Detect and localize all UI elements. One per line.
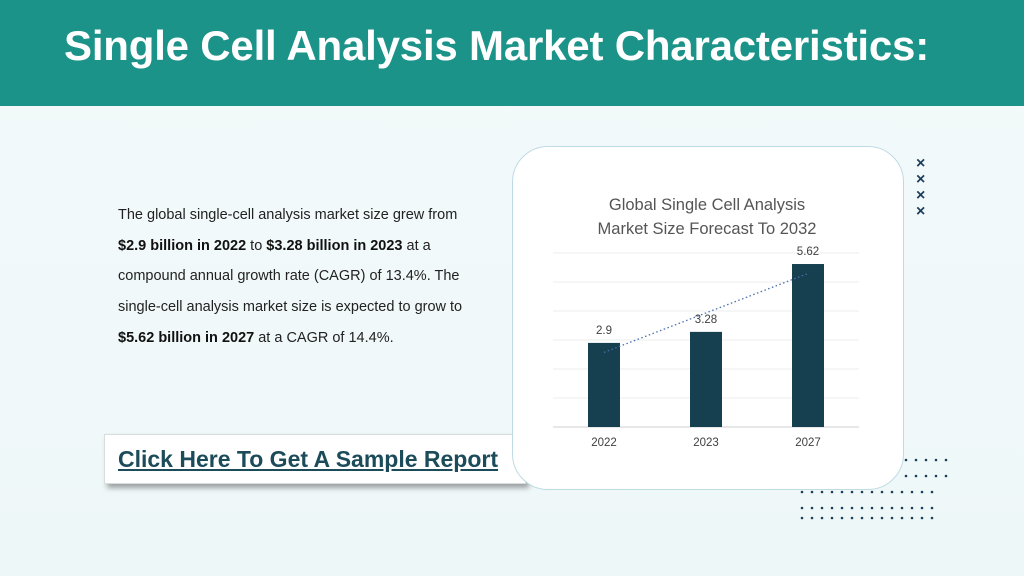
- decor-dot: [800, 506, 804, 510]
- chart-data-labels: 2.9 3.28 5.62: [596, 246, 819, 337]
- decor-dot: [930, 490, 934, 494]
- description-text-1: The global single-cell analysis market s…: [118, 207, 458, 223]
- decor-dot: [820, 516, 824, 520]
- value-2022: $2.9 billion in 2022: [118, 237, 247, 254]
- sample-report-link[interactable]: Click Here To Get A Sample Report: [118, 445, 499, 472]
- decor-dot: [910, 490, 914, 494]
- decor-dot: [904, 458, 908, 462]
- x-mark-icon: ×: [916, 187, 926, 204]
- decor-dot: [880, 516, 884, 520]
- decor-dot: [810, 516, 814, 520]
- decor-dot: [860, 516, 864, 520]
- x-mark-icon: ×: [916, 203, 926, 220]
- decor-dot: [860, 490, 864, 494]
- decor-dot: [900, 490, 904, 494]
- description-text-4: at a CAGR of 14.4%.: [254, 329, 394, 346]
- title-banner: Single Cell Analysis Market Characterist…: [0, 0, 1024, 106]
- decor-dot: [944, 474, 948, 478]
- decor-dot: [920, 516, 924, 520]
- decor-dot: [904, 474, 908, 478]
- chart-trendline: [603, 272, 809, 353]
- decor-dot: [900, 506, 904, 510]
- chart-title-line-2: Market Size Forecast To 2032: [598, 220, 817, 238]
- decor-dot: [820, 506, 824, 510]
- decor-dot: [930, 516, 934, 520]
- decor-dot: [870, 490, 874, 494]
- x-tick-2027: 2027: [795, 437, 821, 449]
- bar-2023: [690, 331, 722, 427]
- data-label-2022: 2.9: [596, 325, 612, 337]
- description-text-2: to: [246, 237, 267, 254]
- decor-dot: [934, 458, 938, 462]
- x-mark-icon: ×: [916, 171, 926, 188]
- decor-dot: [830, 506, 834, 510]
- decor-dot: [800, 490, 804, 494]
- decor-dot: [810, 506, 814, 510]
- decor-dot: [914, 458, 918, 462]
- decor-dot: [850, 506, 854, 510]
- decor-dot: [890, 506, 894, 510]
- chart-title-line-1: Global Single Cell Analysis: [609, 196, 805, 214]
- decor-dot: [914, 474, 918, 478]
- chart-x-ticks: 2022 2023 2027: [591, 437, 821, 449]
- decor-dot: [840, 516, 844, 520]
- market-size-chart: Global Single Cell Analysis Market Size …: [553, 196, 859, 449]
- data-label-2023: 3.28: [695, 314, 717, 326]
- page-title: Single Cell Analysis Market Characterist…: [64, 22, 929, 69]
- x-mark-decoration: × × × ×: [916, 156, 925, 220]
- sample-report-box: Click Here To Get A Sample Report: [104, 434, 526, 484]
- decor-dot: [924, 458, 928, 462]
- decor-dot: [850, 490, 854, 494]
- decor-dot: [910, 506, 914, 510]
- decor-dot: [880, 506, 884, 510]
- x-mark-icon: ×: [916, 155, 926, 172]
- decor-dot: [840, 506, 844, 510]
- trendline: [603, 272, 809, 353]
- chart-card: Global Single Cell Analysis Market Size …: [512, 146, 904, 490]
- decor-dot: [830, 490, 834, 494]
- decor-dot: [870, 516, 874, 520]
- x-tick-2023: 2023: [693, 437, 719, 449]
- decor-dot: [840, 490, 844, 494]
- decor-dot: [900, 516, 904, 520]
- decor-dot: [924, 474, 928, 478]
- decor-dot: [920, 506, 924, 510]
- data-label-2027: 5.62: [797, 246, 819, 258]
- value-2027: $5.62 billion in 2027: [118, 329, 255, 346]
- bar-2027: [792, 264, 824, 427]
- decor-dot: [820, 490, 824, 494]
- chart-bars: [588, 264, 824, 427]
- decor-dot: [890, 516, 894, 520]
- decor-dot: [860, 506, 864, 510]
- decor-dot: [880, 490, 884, 494]
- description-text-3: at a compound annual growth rate (CAGR) …: [118, 237, 463, 316]
- decor-dot: [944, 458, 948, 462]
- value-2023: $3.28 billion in 2023: [266, 237, 403, 254]
- decor-dot: [870, 506, 874, 510]
- decor-dot: [830, 516, 834, 520]
- decor-dot: [890, 490, 894, 494]
- bar-2022: [588, 342, 620, 427]
- decor-dot: [920, 490, 924, 494]
- decor-dot: [934, 474, 938, 478]
- decor-dot: [930, 506, 934, 510]
- decor-dot: [850, 516, 854, 520]
- decor-dot: [910, 516, 914, 520]
- decor-dot: [800, 516, 804, 520]
- x-tick-2022: 2022: [591, 437, 617, 449]
- market-description: The global single-cell analysis market s…: [118, 200, 478, 354]
- dot-grid-decoration: [800, 458, 948, 520]
- decor-dot: [810, 490, 814, 494]
